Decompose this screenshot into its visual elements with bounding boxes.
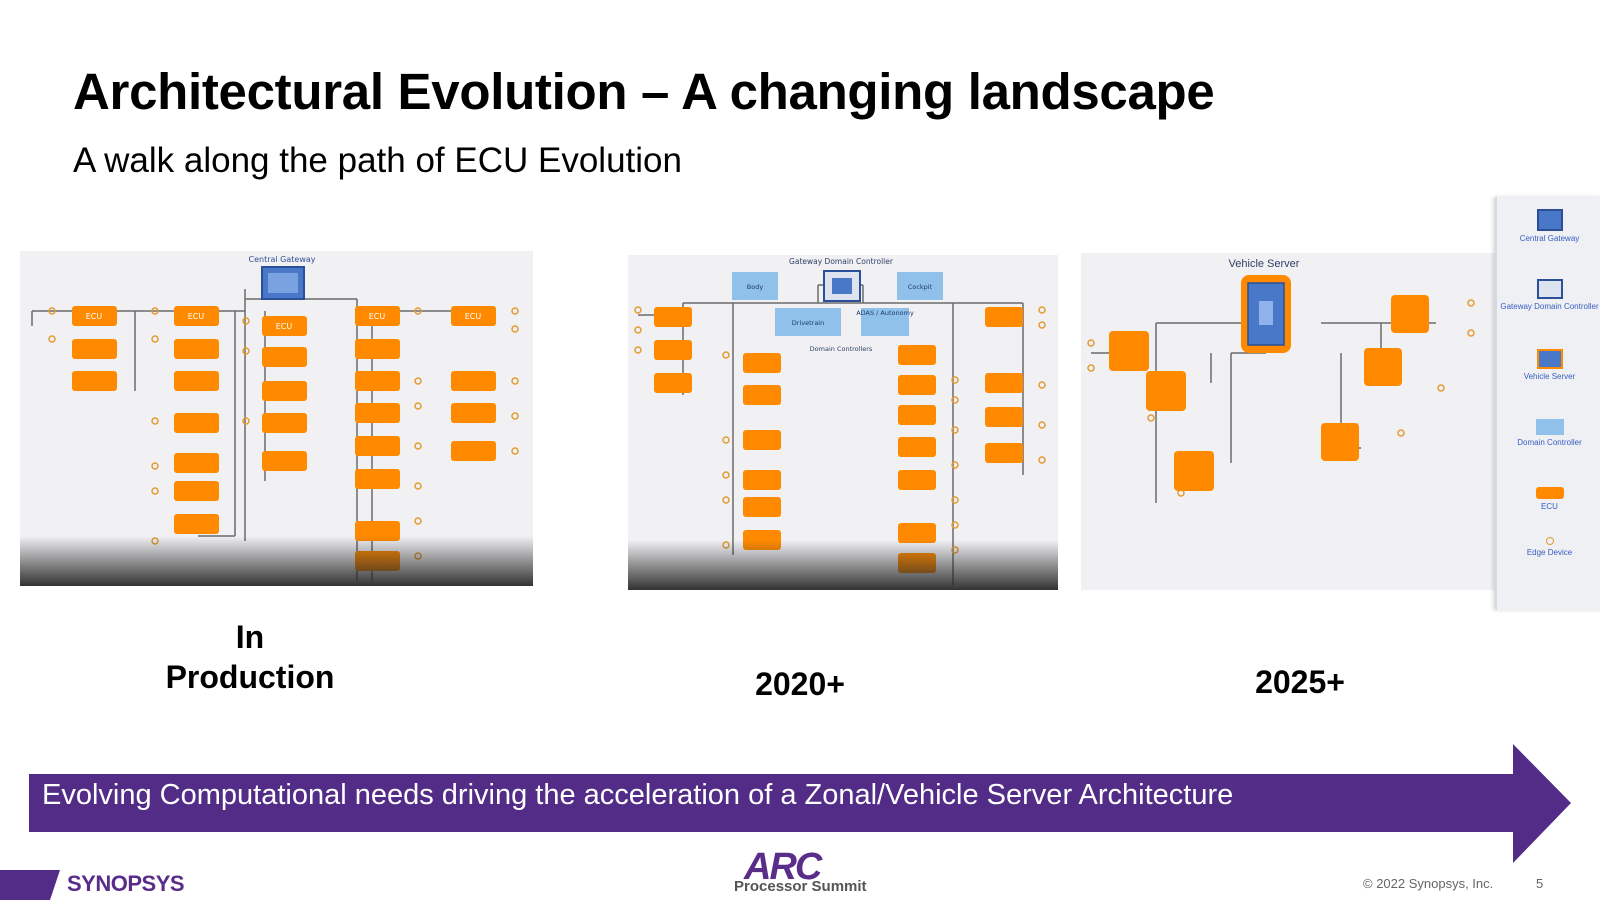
central-gateway-icon bbox=[1536, 209, 1563, 231]
production-architecture-diagram: ECU ECU ECU ECU ECU Central Gateway bbox=[20, 251, 533, 586]
2025-diagram-svg: Vehicle Server bbox=[1087, 258, 1475, 503]
page-number: 5 bbox=[1536, 876, 1544, 891]
arc-logo: ARC bbox=[744, 846, 822, 888]
era-label-line: In bbox=[235, 619, 265, 655]
legend-item-edge-device: Edge Device bbox=[1497, 537, 1600, 558]
domain-label-adas: ADAS / Autonomy bbox=[856, 309, 914, 317]
production-diagram-svg: ECU ECU ECU ECU ECU Central Gateway bbox=[31, 255, 519, 581]
legend-label: ECU bbox=[1541, 502, 1558, 511]
legend-label: Central Gateway bbox=[1519, 234, 1580, 243]
domain-label-drivetrain: Drivetrain bbox=[792, 319, 824, 327]
legend-item-gateway-domain-controller: Gateway Domain Controller bbox=[1497, 279, 1600, 312]
domain-label-cockpit: Cockpit bbox=[908, 283, 933, 291]
footer-accent-bar bbox=[0, 870, 60, 900]
legend-item-vehicle-server: Vehicle Server bbox=[1497, 349, 1600, 382]
central-gateway-label: Central Gateway bbox=[248, 255, 315, 264]
ecu-label: ECU bbox=[465, 312, 482, 321]
synopsys-logo: SYNOPSYS bbox=[67, 871, 185, 896]
diagram-legend: Central Gateway Gateway Domain Controlle… bbox=[1495, 197, 1600, 610]
legend-label: Domain Controller bbox=[1517, 438, 1582, 447]
ecu-label: ECU bbox=[188, 312, 205, 321]
2025-architecture-diagram: Vehicle Server bbox=[1081, 253, 1496, 590]
ecu-label: ECU bbox=[369, 312, 386, 321]
domain-controller-icon bbox=[1535, 419, 1564, 435]
legend-label: Vehicle Server bbox=[1523, 372, 1576, 381]
gateway-domain-controller-icon bbox=[1536, 279, 1563, 299]
vehicle-server-label: Vehicle Server bbox=[1229, 258, 1300, 270]
2020-diagram-svg: Body Cockpit Drivetrain ADAS / Autonomy … bbox=[634, 257, 1046, 585]
domain-controller-block bbox=[732, 272, 778, 300]
2020-architecture-diagram: Body Cockpit Drivetrain ADAS / Autonomy … bbox=[628, 255, 1058, 590]
legend-item-domain-controller: Domain Controller bbox=[1497, 419, 1600, 448]
domain-label-body: Body bbox=[747, 283, 764, 291]
event-name: Processor Summit bbox=[734, 878, 867, 895]
evolution-arrow-banner bbox=[29, 744, 1571, 863]
gateway-domain-controller-label: Gateway Domain Controller bbox=[789, 257, 894, 266]
legend-label: Gateway Domain Controller bbox=[1500, 302, 1599, 311]
legend-item-central-gateway: Central Gateway bbox=[1497, 209, 1600, 244]
ecu-label: ECU bbox=[86, 312, 103, 321]
ecu-label: ECU bbox=[276, 322, 293, 331]
slide-subtitle: A walk along the path of ECU Evolution bbox=[73, 141, 682, 180]
legend-label: Edge Device bbox=[1526, 548, 1573, 557]
copyright: © 2022 Synopsys, Inc. bbox=[1363, 876, 1494, 891]
era-label-2025: 2025+ bbox=[1255, 664, 1345, 700]
legend-item-ecu: ECU bbox=[1497, 487, 1600, 512]
era-label-line: Production bbox=[165, 659, 335, 695]
era-label-2020: 2020+ bbox=[755, 666, 845, 702]
domain-controllers-label: Domain Controllers bbox=[810, 345, 873, 353]
vehicle-server-icon bbox=[1536, 349, 1563, 369]
slide-title: Architectural Evolution – A changing lan… bbox=[73, 63, 1215, 120]
ecu-icon bbox=[1535, 487, 1564, 499]
banner-text: Evolving Computational needs driving the… bbox=[42, 779, 1234, 811]
edge-device-icon bbox=[1545, 537, 1554, 545]
era-label-production: In Production bbox=[140, 617, 360, 697]
